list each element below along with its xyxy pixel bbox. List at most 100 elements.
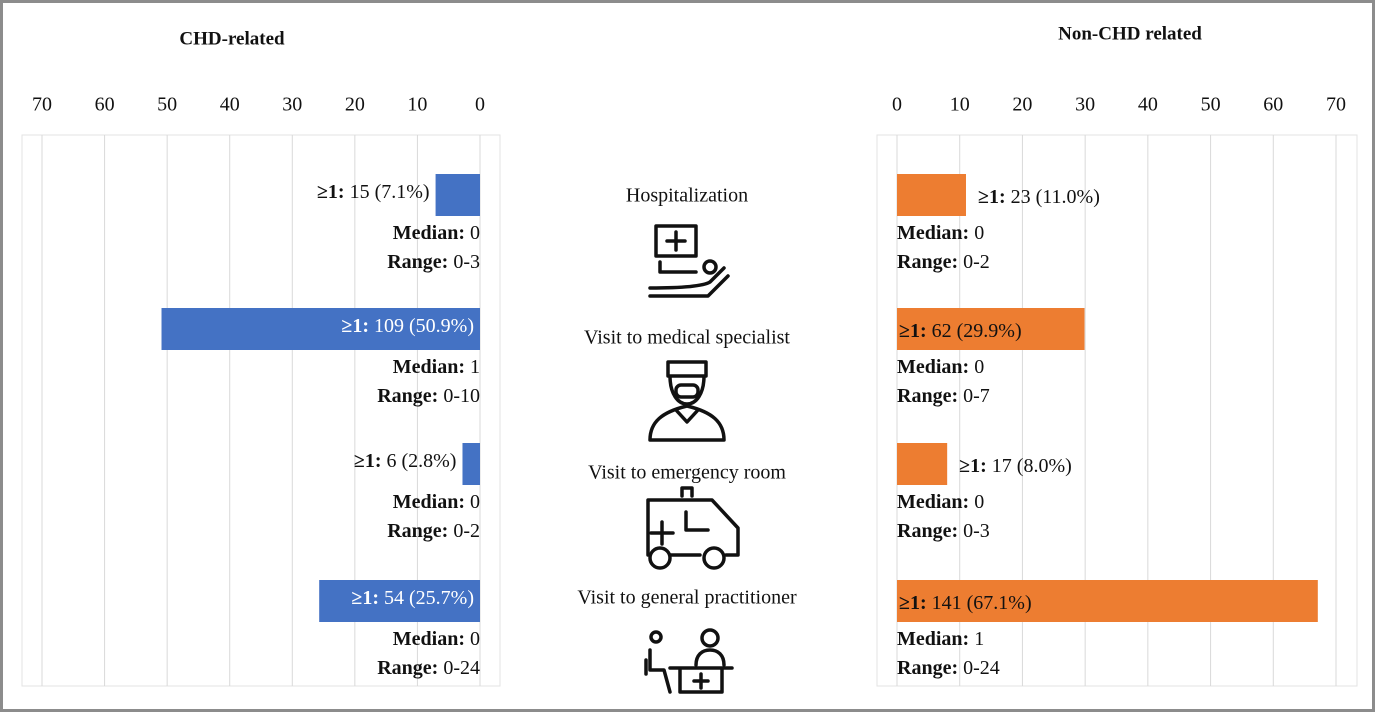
x-tick-label: 50 (1201, 94, 1221, 116)
category-label: Hospitalization (626, 185, 748, 207)
median-label: Median: 0 (393, 222, 480, 244)
label-value: 1 (470, 356, 480, 378)
median-label: Median: 1 (897, 628, 984, 650)
label-value: 0-24 (963, 657, 1000, 679)
x-tick-label: 50 (157, 94, 177, 116)
label-value: 0-24 (443, 657, 480, 679)
category-label: Visit to medical specialist (584, 327, 790, 349)
median-label: Median: 0 (897, 356, 984, 378)
label-prefix: Median: (897, 222, 969, 244)
label-prefix: Median: (393, 491, 465, 513)
label-value: 54 (25.7%) (384, 587, 474, 609)
label-value: 17 (8.0%) (992, 455, 1072, 477)
x-tick-label: 60 (95, 94, 115, 116)
label-prefix: Range: (897, 251, 958, 273)
label-prefix: Median: (393, 356, 465, 378)
label-prefix: Range: (377, 385, 438, 407)
label-prefix: Range: (377, 657, 438, 679)
label-value: 109 (50.9%) (374, 315, 474, 337)
value-label: ≥1: 62 (29.9%) (899, 320, 1022, 342)
x-tick-label: 0 (475, 94, 485, 116)
value-label: ≥1: 54 (25.7%) (351, 587, 474, 609)
label-value: 0-2 (453, 520, 480, 542)
value-label: ≥1: 23 (11.0%) (978, 186, 1100, 208)
x-tick-label: 0 (892, 94, 902, 116)
median-label: Median: 0 (897, 222, 984, 244)
label-prefix: ≥1: (351, 587, 379, 609)
x-tick-label: 10 (407, 94, 427, 116)
x-tick-label: 20 (1012, 94, 1032, 116)
label-prefix: ≥1: (899, 320, 927, 342)
label-prefix: Range: (897, 520, 958, 542)
range-label: Range: 0-24 (897, 657, 1000, 679)
range-label: Range: 0-2 (897, 251, 990, 273)
label-prefix: Range: (387, 251, 448, 273)
gp-icon (644, 628, 734, 694)
label-value: 0 (974, 491, 984, 513)
category-label: Visit to general practitioner (577, 587, 797, 609)
bar (897, 174, 966, 216)
label-value: 141 (67.1%) (932, 592, 1032, 614)
value-label: ≥1: 15 (7.1%) (317, 181, 430, 203)
label-value: 0-7 (963, 385, 990, 407)
bar (435, 174, 480, 216)
bar (897, 308, 1085, 350)
label-prefix: ≥1: (341, 315, 369, 337)
median-label: Median: 0 (393, 628, 480, 650)
label-prefix: Range: (387, 520, 448, 542)
range-label: Range: 0-2 (387, 520, 480, 542)
left-panel (21, 134, 501, 687)
bar (897, 580, 1318, 622)
x-tick-label: 40 (220, 94, 240, 116)
label-value: 0-10 (443, 385, 480, 407)
range-label: Range: 0-10 (377, 385, 480, 407)
median-label: Median: 0 (393, 491, 480, 513)
median-label: Median: 1 (393, 356, 480, 378)
range-label: Range: 0-3 (387, 251, 480, 273)
value-label: ≥1: 109 (50.9%) (341, 315, 474, 337)
x-tick-label: 30 (282, 94, 302, 116)
label-prefix: Median: (393, 222, 465, 244)
doctor-icon (648, 360, 726, 442)
x-tick-label: 10 (950, 94, 970, 116)
label-prefix: Median: (393, 628, 465, 650)
chart-title: CHD-related (179, 28, 285, 49)
label-prefix: Median: (897, 491, 969, 513)
bar (462, 443, 480, 485)
bar (319, 580, 480, 622)
label-prefix: ≥1: (959, 455, 987, 477)
median-label: Median: 0 (897, 491, 984, 513)
label-value: 15 (7.1%) (350, 181, 430, 203)
bar (897, 443, 948, 485)
label-value: 0-3 (963, 520, 990, 542)
label-value: 0 (974, 222, 984, 244)
bar (161, 308, 481, 350)
chart-title: Non-CHD related (1058, 23, 1202, 44)
range-label: Range: 0-24 (377, 657, 480, 679)
x-tick-label: 60 (1263, 94, 1283, 116)
value-label: ≥1: 17 (8.0%) (959, 455, 1072, 477)
x-tick-label: 20 (345, 94, 365, 116)
label-prefix: ≥1: (978, 186, 1006, 208)
icons (644, 224, 740, 694)
ambulance-icon (646, 486, 740, 570)
label-value: 1 (974, 628, 984, 650)
x-tick-label: 70 (1326, 94, 1346, 116)
x-tick-label: 30 (1075, 94, 1095, 116)
label-value: 0-3 (453, 251, 480, 273)
value-label: ≥1: 6 (2.8%) (354, 450, 457, 472)
x-tick-label: 40 (1138, 94, 1158, 116)
label-value: 0 (470, 628, 480, 650)
label-value: 0 (974, 356, 984, 378)
label-value: 62 (29.9%) (932, 320, 1022, 342)
hospital-icon (648, 224, 730, 298)
label-value: 0 (470, 491, 480, 513)
label-value: 0-2 (963, 251, 990, 273)
label-value: 6 (2.8%) (386, 450, 456, 472)
label-value: 0 (470, 222, 480, 244)
label-prefix: ≥1: (317, 181, 345, 203)
label-prefix: Range: (897, 657, 958, 679)
label-prefix: Range: (897, 385, 958, 407)
range-label: Range: 0-7 (897, 385, 990, 407)
